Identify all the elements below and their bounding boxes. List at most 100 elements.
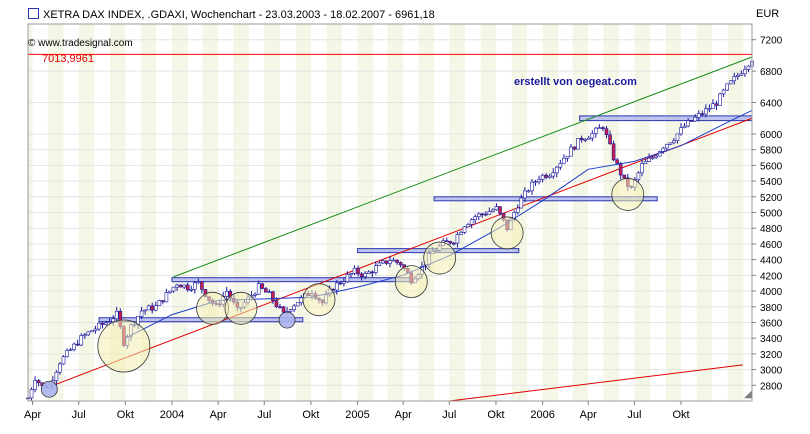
candle-body [79, 335, 84, 346]
candle-body [586, 137, 591, 140]
candle-body [359, 273, 364, 277]
candle-body [689, 120, 694, 122]
candle-body [58, 363, 62, 373]
candle-body [398, 262, 403, 266]
candle-body [693, 116, 698, 122]
candle-body [682, 125, 687, 128]
candle-body [608, 134, 612, 145]
candle-body [278, 306, 282, 308]
candle-body [675, 133, 680, 142]
candle-body [68, 349, 73, 351]
candle-body [696, 113, 701, 118]
candle-body [551, 172, 556, 177]
candle-body [267, 291, 272, 294]
x-tick-label: Okt [487, 409, 504, 421]
candle-body [576, 137, 580, 150]
candle-body [157, 300, 162, 306]
candle-body [484, 213, 488, 216]
candle-body [494, 206, 499, 211]
candle-body [384, 260, 389, 264]
candle-body [100, 322, 105, 325]
y-tick-label: 3600 [760, 318, 783, 329]
candle-body [178, 284, 183, 288]
candle-body [36, 380, 41, 384]
candle-body [728, 80, 733, 85]
candle-body [519, 197, 524, 209]
x-tick-label: Jul [72, 409, 86, 421]
chart-title: XETRA DAX INDEX, .GDAXI, Wochenchart - 2… [43, 9, 435, 21]
candle-body [175, 284, 179, 288]
candle-body [590, 133, 595, 139]
candle-body [153, 305, 158, 311]
candle-body [640, 163, 644, 174]
candle-body [530, 181, 534, 192]
highlight-circle [278, 311, 296, 329]
candle-body [569, 146, 573, 157]
level-label: 7013,9961 [42, 53, 94, 65]
candle-body [33, 380, 37, 390]
y-tick-label: 3200 [760, 350, 783, 361]
candle-body [388, 260, 392, 264]
y-tick-label: 5800 [760, 146, 783, 157]
candle-body [111, 318, 115, 323]
candle-body [54, 371, 59, 381]
candle-body [200, 281, 204, 290]
candle-body [615, 159, 619, 164]
candle-body [672, 140, 676, 144]
candle-body [544, 174, 548, 178]
candle-body [288, 309, 293, 312]
candle-body [256, 283, 261, 295]
x-tick-label: 2004 [160, 409, 184, 421]
candle-body [260, 283, 265, 289]
resize-corner-icon[interactable]: ◢ [744, 389, 752, 400]
trendline-layer [28, 53, 753, 402]
x-tick-label: Apr [210, 409, 227, 421]
candle-body [743, 69, 747, 75]
y-tick-label: 4200 [760, 271, 783, 282]
candle-body [72, 343, 76, 350]
candle-body [338, 282, 343, 285]
candle-body [711, 103, 715, 109]
credit-label: erstellt von oegeat.com [514, 76, 637, 88]
candle-body [168, 290, 172, 293]
candle-body [224, 291, 229, 297]
candle-body [654, 155, 658, 159]
candle-body [650, 157, 655, 160]
candle-body [363, 273, 367, 277]
y-tick-label: 3400 [760, 334, 783, 345]
highlight-circle [490, 216, 524, 250]
candle-body [196, 281, 201, 284]
candle-body [665, 143, 669, 149]
candle-body [104, 322, 108, 325]
candle-body [182, 284, 186, 288]
y-tick-label: 4400 [760, 256, 783, 267]
candle-body [704, 108, 708, 115]
y-tick-label: 5600 [760, 161, 783, 172]
candle-body [498, 206, 502, 214]
candle-body [164, 292, 169, 303]
candle-body [547, 175, 552, 178]
candle-body [29, 389, 34, 399]
axes-layer: 2800 3000 3200 3400 3600 3800 4000 4200 4400 4600… [24, 23, 783, 421]
candle-body [93, 328, 98, 331]
candle-body [515, 207, 520, 213]
currency-label: EUR [756, 8, 780, 20]
candle-body [271, 291, 275, 301]
candle-body [679, 127, 683, 135]
candle-body [714, 103, 719, 106]
candle-body [562, 157, 566, 164]
candle-body [139, 310, 144, 317]
circle-layer [40, 178, 645, 398]
highlight-circle [40, 380, 58, 398]
candle-body [618, 162, 623, 176]
candle-body [345, 274, 350, 282]
candle-body [150, 305, 155, 311]
candle-body [732, 76, 737, 82]
checkbox-icon[interactable] [28, 8, 39, 19]
highlight-circle [302, 283, 336, 317]
candle-body [444, 240, 449, 243]
title-row: XETRA DAX INDEX, .GDAXI, Wochenchart - 2… [28, 8, 435, 21]
candle-body [565, 155, 570, 159]
candle-body [594, 127, 598, 134]
